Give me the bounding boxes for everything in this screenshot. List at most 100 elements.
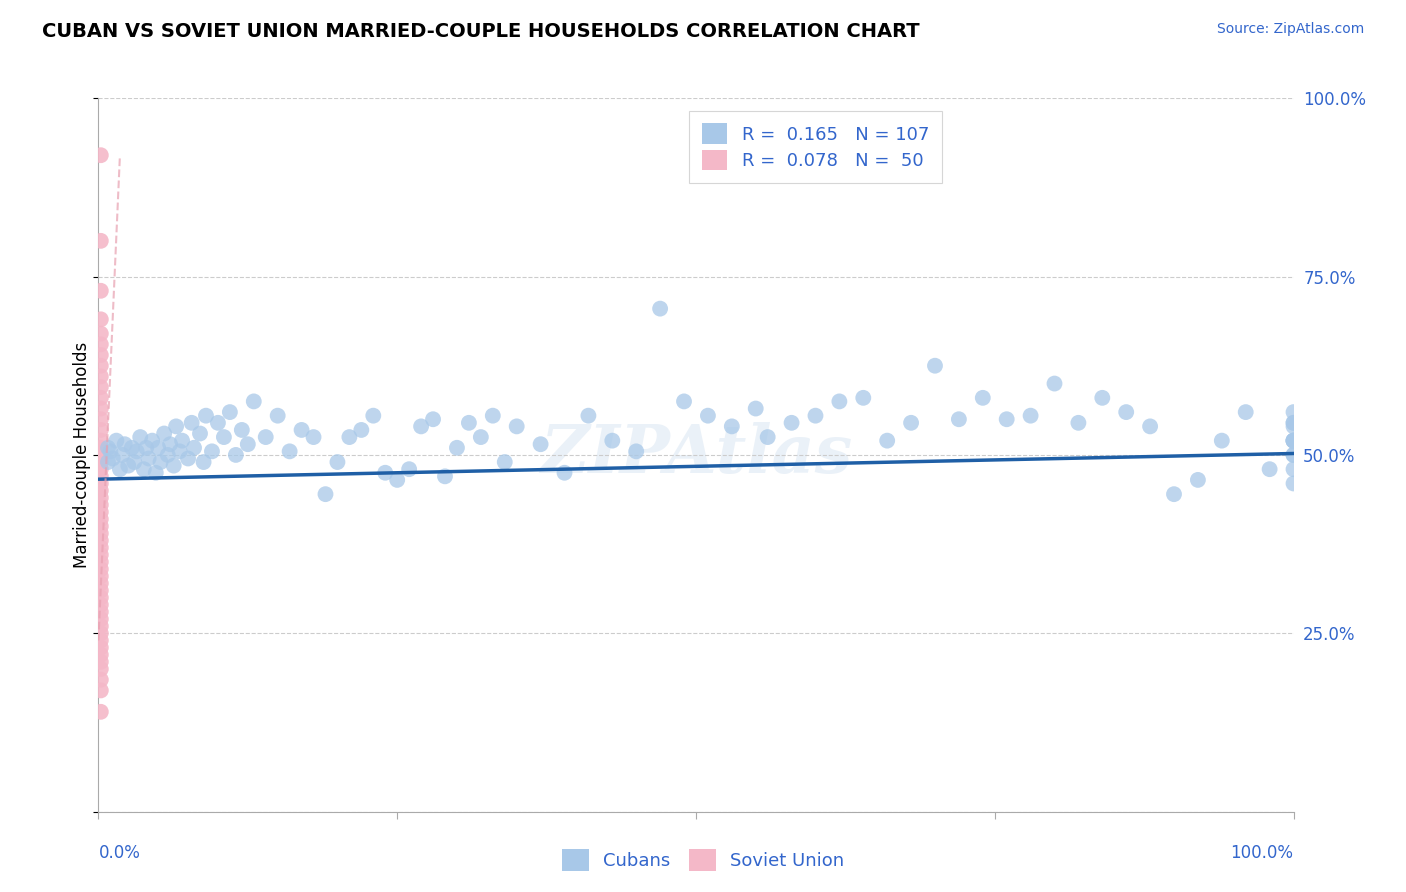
Point [90,533,112,548]
Point [90,476,112,491]
Point [90,483,112,498]
Point [90,662,112,676]
Point [804,409,827,423]
Point [745,401,768,416]
Point [90,423,112,437]
Point [470,430,492,444]
Point [90,401,112,416]
Text: Source: ZipAtlas.com: Source: ZipAtlas.com [1216,22,1364,37]
Point [159,437,181,451]
Point [121,441,143,455]
Point [697,409,720,423]
Point [117,458,139,473]
Point [648,301,672,316]
Point [554,466,576,480]
Point [90,234,112,248]
Point [90,448,112,462]
Point [398,462,420,476]
Point [90,626,112,640]
Point [1282,416,1305,430]
Point [433,469,456,483]
Point [90,541,112,555]
Point [153,426,176,441]
Point [149,455,172,469]
Point [90,326,112,341]
Point [90,619,112,633]
Point [90,512,112,526]
Y-axis label: Married-couple Households: Married-couple Households [73,342,91,568]
Point [90,148,112,162]
Point [90,612,112,626]
Point [756,430,779,444]
Point [90,412,112,426]
Point [1282,434,1305,448]
Point [1067,416,1090,430]
Point [111,448,134,462]
Point [1282,448,1305,462]
Point [1187,473,1209,487]
Point [90,369,112,384]
Point [972,391,994,405]
Point [243,394,266,409]
Point [481,409,505,423]
Point [90,576,112,591]
Point [90,569,112,583]
Point [97,455,120,469]
Point [458,416,481,430]
Point [114,437,136,451]
Point [852,391,875,405]
Point [148,441,170,455]
Point [156,448,179,462]
Point [90,548,112,562]
Point [90,683,112,698]
Text: ZIPAtlas: ZIPAtlas [540,423,852,487]
Point [193,455,215,469]
Point [626,444,648,458]
Point [90,455,112,469]
Point [90,640,112,655]
Point [1043,376,1066,391]
Point [180,416,202,430]
Point [1282,405,1305,419]
Point [267,409,290,423]
Point [1282,476,1305,491]
Point [90,519,112,533]
Point [1282,434,1305,448]
Point [97,441,120,455]
Point [90,469,112,483]
Legend: Cubans, Soviet Union: Cubans, Soviet Union [554,842,852,879]
Point [1139,419,1161,434]
Point [90,526,112,541]
Point [98,444,122,458]
Point [315,487,337,501]
Point [1019,409,1042,423]
Point [529,437,551,451]
Text: 0.0%: 0.0% [98,844,141,862]
Point [326,455,349,469]
Point [900,416,922,430]
Point [278,444,301,458]
Point [339,430,360,444]
Point [828,394,851,409]
Point [1282,448,1305,462]
Point [169,444,191,458]
Point [236,437,259,451]
Point [138,451,160,466]
Point [90,498,112,512]
Point [90,348,112,362]
Point [125,444,148,458]
Point [101,451,124,466]
Legend: R =  0.165   N = 107, R =  0.078   N =  50: R = 0.165 N = 107, R = 0.078 N = 50 [689,111,942,183]
Point [995,412,1018,426]
Point [108,462,131,476]
Point [1282,462,1305,476]
Point [207,416,229,430]
Point [385,473,409,487]
Point [90,591,112,605]
Point [90,605,112,619]
Point [90,359,112,373]
Point [135,441,157,455]
Point [1282,416,1305,430]
Point [90,705,112,719]
Point [90,598,112,612]
